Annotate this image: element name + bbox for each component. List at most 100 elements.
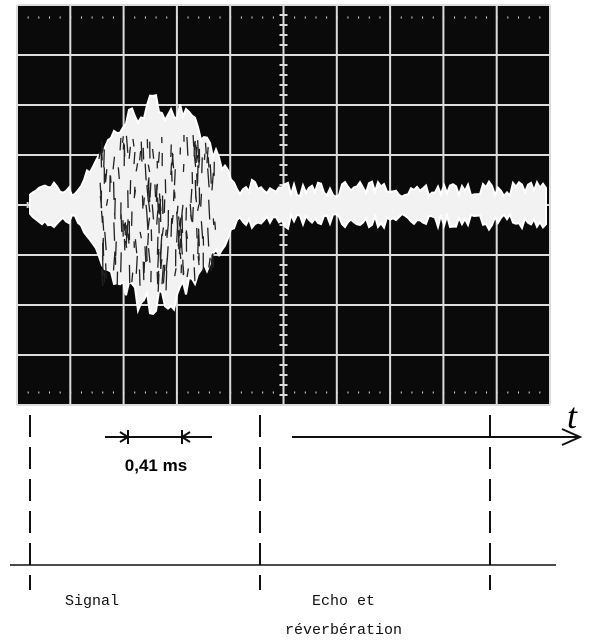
waveform-streak [105, 199, 109, 206]
waveform-streak [119, 137, 122, 151]
waveform-streak [117, 167, 120, 180]
waveform-streak [212, 253, 214, 268]
waveform-streak [140, 141, 143, 162]
waveform-streak [124, 240, 128, 248]
scale-marker [105, 430, 212, 444]
waveform-streak [154, 184, 157, 198]
waveform-streak [121, 136, 124, 143]
segment-dividers [29, 415, 491, 590]
waveform-streak [144, 163, 147, 181]
waveform-streak [196, 140, 200, 159]
axis-label: t [567, 396, 578, 436]
waveform-streak [99, 182, 102, 196]
waveform-streak [135, 255, 138, 274]
waveform-streak [196, 173, 198, 187]
waveform-streak [186, 136, 189, 156]
waveform-streak [178, 238, 182, 255]
waveform-streak [186, 268, 190, 278]
waveform-streak [125, 135, 129, 153]
arrow-head [561, 428, 583, 446]
waveform-streak [147, 233, 150, 246]
waveform-streak [193, 155, 197, 167]
waveform-streak [156, 197, 160, 213]
waveform-streak [196, 155, 200, 163]
waveform-streak [146, 185, 149, 202]
waveform-streak [165, 270, 168, 291]
scale-arrow [180, 431, 191, 443]
waveform-streak [100, 140, 103, 161]
waveform-streak [160, 233, 163, 253]
waveform-streak [209, 164, 212, 184]
waveform-streak [156, 210, 159, 225]
waveform-streak [211, 172, 214, 191]
waveform-streak [165, 257, 168, 271]
waveform-streak [207, 227, 210, 247]
waveform-streak [102, 215, 105, 231]
waveform [29, 93, 547, 315]
waveform-streak [190, 188, 193, 203]
segment-label: Signal [65, 593, 119, 610]
waveform-streak [208, 199, 211, 220]
waveform-streak [207, 168, 210, 188]
waveform-streak [197, 160, 201, 168]
waveform-streak [180, 204, 184, 218]
waveform-streak [180, 238, 183, 255]
waveform-streak [113, 222, 116, 241]
waveform-streak [143, 197, 145, 206]
waveform-streak [123, 223, 126, 232]
waveform-streak [125, 224, 128, 245]
waveform-streak [157, 273, 160, 292]
waveform-streak [194, 179, 197, 200]
scale-arrow [119, 431, 130, 443]
waveform-streak [133, 151, 136, 165]
waveform-streak [131, 272, 134, 283]
waveform-streak [142, 261, 145, 281]
waveform-streak [214, 221, 217, 230]
waveform-streak [162, 264, 166, 284]
waveform-streak [115, 241, 117, 257]
waveform-streak [207, 157, 210, 168]
waveform-streak [139, 150, 142, 161]
waveform-envelope [29, 93, 547, 315]
waveform-streak [100, 269, 104, 287]
waveform-streak [208, 257, 211, 268]
waveform-streak [133, 189, 137, 196]
waveform-streak [99, 195, 103, 209]
waveform-streak [104, 231, 107, 251]
waveform-streak [170, 218, 173, 237]
waveform-streak [196, 204, 200, 212]
waveform-streak [105, 169, 108, 181]
waveform-streak [132, 138, 135, 147]
waveform-streak [112, 156, 116, 170]
waveform-streak [144, 246, 147, 263]
scale-label: 0,41 ms [125, 456, 187, 475]
waveform-streak [176, 211, 179, 231]
waveform-streak [160, 259, 163, 269]
waveform-streak [112, 251, 116, 271]
waveform-streak [204, 142, 207, 154]
waveform-streak [191, 207, 194, 223]
waveform-streak [174, 268, 177, 277]
waveform-streak [120, 214, 123, 232]
waveform-streak [105, 263, 108, 279]
waveform-streak [206, 147, 209, 164]
waveform-streak [192, 135, 195, 147]
waveform-streak [197, 234, 200, 246]
waveform-streak [127, 233, 130, 244]
waveform-streak [134, 239, 138, 254]
waveform-streak [166, 223, 170, 238]
waveform-streak [173, 169, 176, 186]
waveform-streak [171, 152, 175, 169]
waveform-streak [151, 204, 155, 220]
waveform-streak [203, 153, 206, 161]
waveform-streak [161, 264, 165, 285]
waveform-streak [200, 193, 203, 207]
waveform-streak [171, 214, 174, 224]
waveform-streak [149, 182, 152, 198]
waveform-streak [100, 210, 104, 223]
waveform-streak [200, 221, 204, 239]
waveform-streak [98, 151, 101, 160]
waveform-streak [177, 216, 181, 227]
waveform-streak [182, 266, 185, 275]
waveform-streak [147, 217, 151, 230]
